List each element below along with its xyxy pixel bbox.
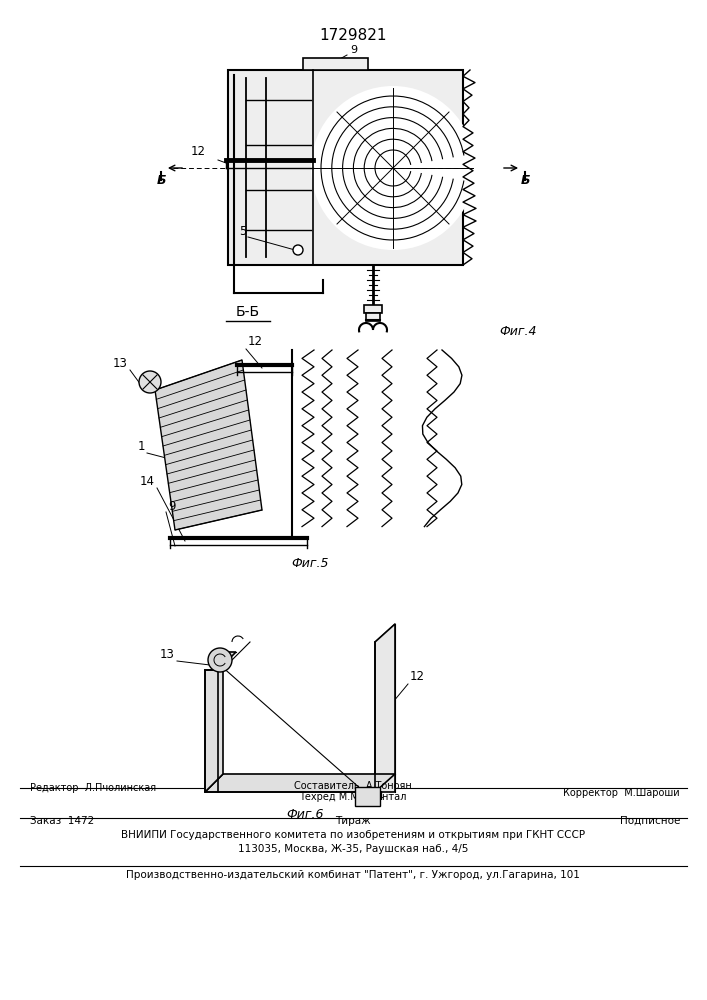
Bar	[364, 305, 382, 313]
Text: Подписное: Подписное	[619, 816, 680, 826]
Text: Фиг.5: Фиг.5	[291, 557, 329, 570]
Text: 13: 13	[113, 357, 128, 370]
Text: Редактор  Л.Пчолинская: Редактор Л.Пчолинская	[30, 783, 156, 793]
Circle shape	[208, 648, 232, 672]
Text: ВНИИПИ Государственного комитета по изобретениям и открытиям при ГКНТ СССР: ВНИИПИ Государственного комитета по изоб…	[121, 830, 585, 840]
Text: 5: 5	[239, 225, 247, 238]
Circle shape	[139, 371, 161, 393]
Text: Б: Б	[520, 174, 530, 187]
Text: 12: 12	[410, 670, 425, 683]
Polygon shape	[205, 774, 395, 792]
FancyBboxPatch shape	[228, 70, 463, 265]
Bar	[355, 787, 380, 806]
Text: 14: 14	[140, 475, 155, 488]
Text: Производственно-издательский комбинат "Патент", г. Ужгород, ул.Гагарина, 101: Производственно-издательский комбинат "П…	[126, 870, 580, 880]
Text: 9: 9	[350, 45, 357, 55]
Text: 1729821: 1729821	[320, 28, 387, 43]
Text: Фиг.4: Фиг.4	[499, 325, 537, 338]
Text: Корректор  М.Шароши: Корректор М.Шароши	[563, 788, 680, 798]
Text: 14: 14	[370, 790, 385, 803]
Text: Составитель  А.Тоноян: Составитель А.Тоноян	[294, 781, 412, 791]
Bar	[303, 58, 368, 70]
Polygon shape	[155, 360, 262, 530]
Text: 12: 12	[248, 335, 263, 348]
Text: 113035, Москва, Ж-35, Раушская наб., 4/5: 113035, Москва, Ж-35, Раушская наб., 4/5	[238, 844, 468, 854]
Text: Техред М.Моргентал: Техред М.Моргентал	[299, 792, 407, 802]
Text: Б-Б: Б-Б	[236, 305, 260, 319]
Polygon shape	[205, 652, 236, 792]
Circle shape	[293, 245, 303, 255]
Bar	[366, 313, 380, 321]
Text: Тираж: Тираж	[335, 816, 370, 826]
Text: Б: Б	[156, 174, 165, 187]
Text: 13: 13	[160, 648, 175, 661]
Text: 9: 9	[168, 500, 175, 513]
Text: 1: 1	[137, 440, 145, 453]
Text: Фиг.6: Фиг.6	[286, 808, 324, 821]
Circle shape	[311, 86, 475, 250]
Text: 12: 12	[191, 145, 206, 158]
Text: Заказ  1472: Заказ 1472	[30, 816, 94, 826]
Polygon shape	[375, 624, 395, 792]
